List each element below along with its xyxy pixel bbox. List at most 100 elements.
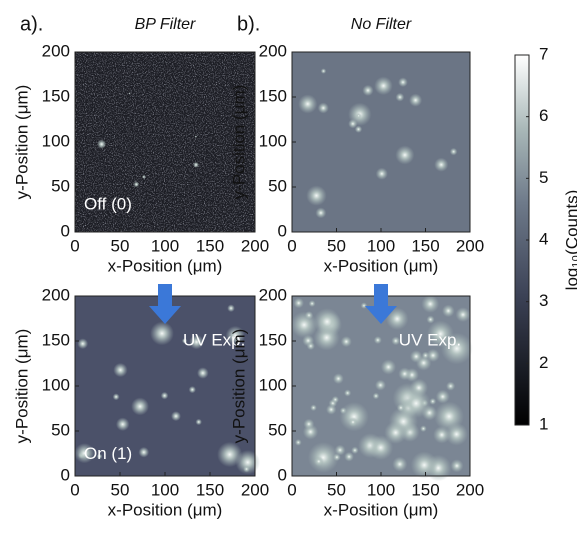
- spot: [74, 443, 95, 464]
- annotation: On (1): [84, 444, 132, 463]
- spot: [293, 297, 304, 309]
- x-axis-label: x-Position (μm): [108, 256, 223, 275]
- y-tick-label: 150: [259, 330, 287, 349]
- spot: [446, 381, 456, 391]
- annotation: Off (0): [84, 194, 132, 213]
- colorbar-tick-label: 3: [539, 291, 548, 310]
- x-tick-label: 50: [327, 236, 346, 255]
- colorbar-label: log₁₀(Counts): [562, 190, 577, 291]
- panel-label: b).: [237, 13, 260, 35]
- x-tick-label: 50: [327, 480, 346, 499]
- spot: [170, 411, 181, 422]
- image-spots: [298, 68, 458, 219]
- spot: [339, 402, 369, 432]
- x-tick-label: 200: [456, 236, 484, 255]
- x-tick-label: 100: [151, 480, 179, 499]
- y-tick-label: 200: [42, 41, 70, 60]
- spot: [303, 418, 315, 430]
- y-tick-label: 150: [259, 86, 287, 105]
- spot: [392, 456, 408, 472]
- spot: [235, 450, 261, 475]
- x-tick-label: 50: [111, 236, 130, 255]
- x-tick-label: 150: [196, 236, 224, 255]
- y-axis-label: y-Position (μm): [229, 85, 248, 200]
- panel-label: a).: [20, 13, 43, 35]
- spot: [308, 300, 316, 308]
- spot: [112, 393, 120, 401]
- spot: [315, 207, 327, 219]
- spot: [384, 421, 407, 444]
- spot: [426, 348, 440, 363]
- spot: [294, 439, 302, 446]
- spot: [374, 76, 393, 96]
- spot: [408, 93, 423, 107]
- spot: [375, 167, 388, 180]
- y-tick-label: 150: [42, 330, 70, 349]
- spot: [449, 147, 458, 156]
- spot: [128, 92, 131, 95]
- spot: [326, 404, 337, 415]
- y-tick-label: 0: [61, 465, 70, 484]
- spot: [133, 181, 140, 188]
- spot: [395, 145, 415, 165]
- spot: [421, 295, 440, 313]
- x-tick-label: 150: [411, 480, 439, 499]
- y-tick-label: 0: [278, 221, 287, 240]
- x-tick-label: 0: [287, 236, 296, 255]
- y-tick-label: 200: [42, 285, 70, 304]
- spot: [192, 161, 200, 168]
- x-axis-label: x-Position (μm): [108, 500, 223, 519]
- image-spots: [290, 295, 473, 482]
- spot: [435, 389, 450, 404]
- spot: [141, 174, 146, 179]
- x-tick-label: 100: [367, 236, 395, 255]
- spot: [442, 304, 455, 318]
- x-tick-label: 150: [411, 236, 439, 255]
- spot: [455, 307, 471, 323]
- x-tick-label: 200: [456, 480, 484, 499]
- spot: [160, 391, 169, 400]
- spot: [401, 388, 431, 419]
- spot: [227, 304, 235, 313]
- x-tick-label: 0: [287, 480, 296, 499]
- y-tick-label: 100: [42, 131, 70, 150]
- x-tick-label: 200: [241, 236, 269, 255]
- y-tick-label: 150: [42, 86, 70, 105]
- spot: [395, 92, 405, 102]
- spot: [150, 321, 174, 346]
- spot: [195, 418, 202, 426]
- uv-arrow: [365, 284, 397, 324]
- spot: [410, 451, 438, 479]
- annotation: UV Exp.: [399, 330, 461, 349]
- spot: [340, 336, 352, 348]
- spot: [194, 135, 198, 138]
- spot: [433, 426, 451, 444]
- spot: [375, 379, 386, 391]
- spot: [409, 350, 423, 363]
- image-spots: [74, 304, 261, 475]
- spot: [380, 359, 397, 375]
- spot: [306, 341, 315, 351]
- spot: [332, 373, 344, 385]
- spot: [188, 386, 196, 394]
- x-tick-label: 150: [196, 480, 224, 499]
- spot: [320, 68, 327, 74]
- y-axis-label: y-Position (μm): [229, 329, 248, 444]
- x-tick-label: 50: [111, 480, 130, 499]
- spot: [317, 102, 329, 114]
- spot: [115, 417, 130, 431]
- spot: [197, 367, 209, 379]
- spot: [372, 392, 380, 400]
- colorbar-tick-label: 4: [539, 229, 548, 248]
- spot: [290, 311, 318, 339]
- y-tick-label: 50: [51, 176, 70, 195]
- spot: [344, 389, 352, 397]
- colorbar-tick-label: 7: [539, 44, 548, 63]
- spot: [334, 444, 346, 456]
- spot: [306, 185, 327, 206]
- spot: [344, 451, 354, 462]
- y-tick-label: 50: [268, 420, 287, 439]
- y-axis-label: y-Position (μm): [12, 85, 31, 200]
- panel-title: BP Filter: [135, 16, 196, 33]
